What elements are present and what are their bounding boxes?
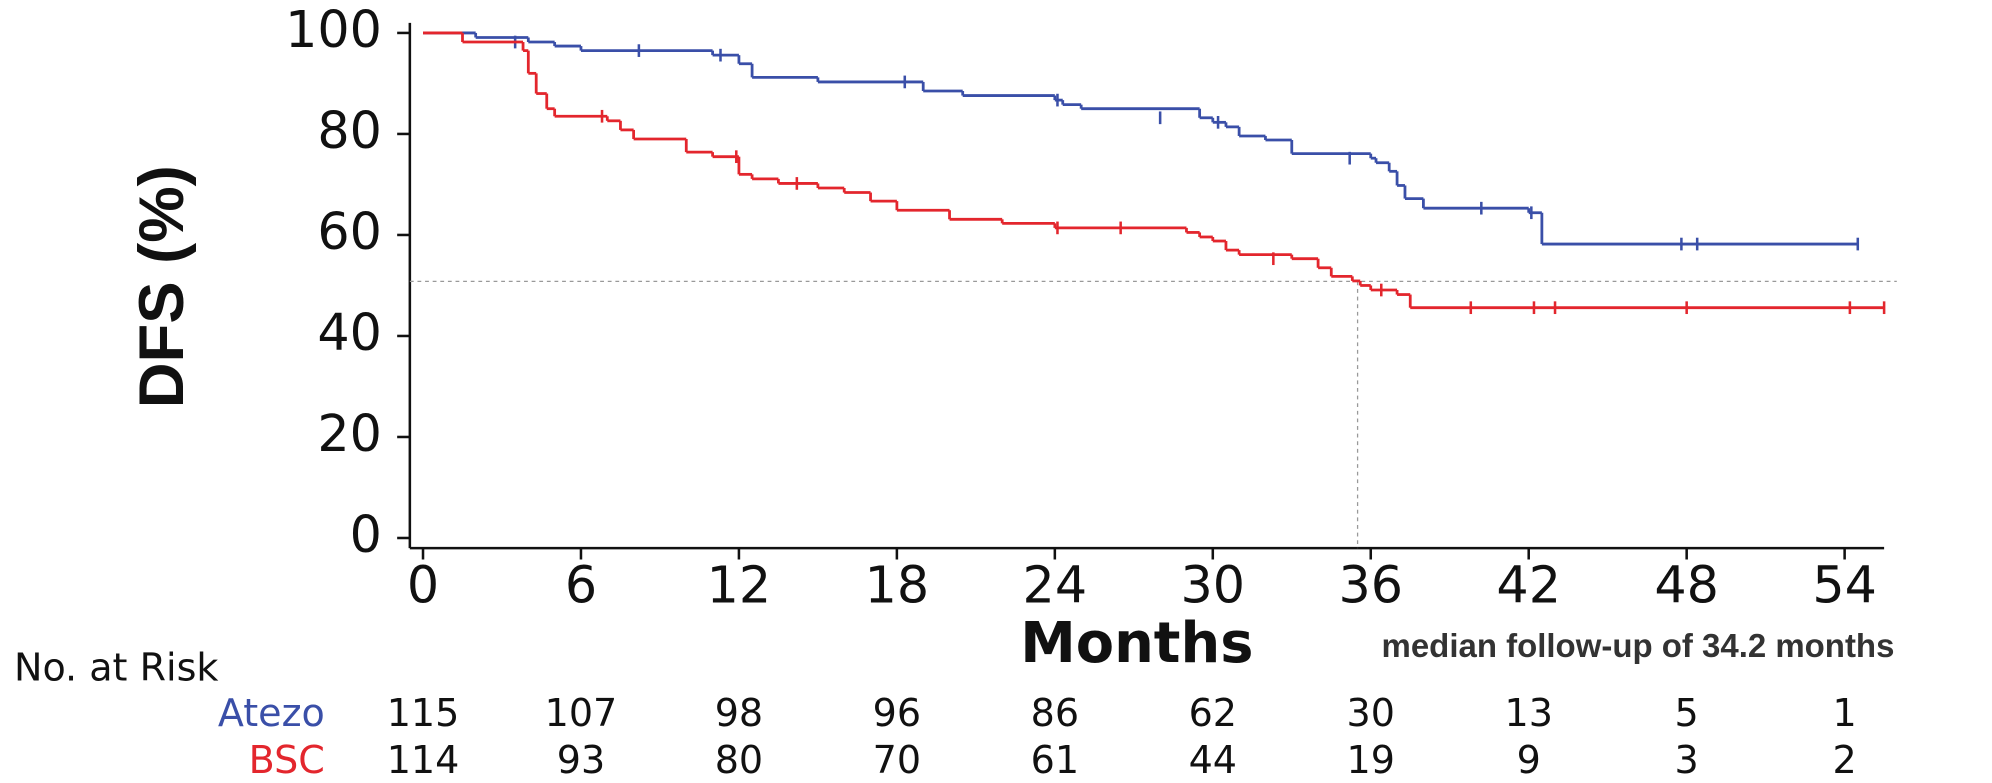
risk-row-name: Atezo <box>218 691 325 735</box>
y-tick-label: 20 <box>317 404 382 463</box>
risk-count: 13 <box>1504 691 1552 735</box>
x-tick-label: 54 <box>1812 556 1877 615</box>
risk-count: 114 <box>387 738 460 779</box>
y-tick-label: 40 <box>317 303 382 362</box>
risk-count: 93 <box>557 738 605 779</box>
risk-count: 30 <box>1347 691 1395 735</box>
risk-count: 3 <box>1675 738 1699 779</box>
x-tick-label: 42 <box>1496 556 1561 615</box>
risk-count: 86 <box>1031 691 1079 735</box>
risk-count: 115 <box>387 691 460 735</box>
y-axis-label: DFS (%) <box>127 165 197 408</box>
risk-count: 62 <box>1189 691 1237 735</box>
x-tick-label: 48 <box>1654 556 1719 615</box>
risk-count: 80 <box>715 738 763 779</box>
risk-count: 2 <box>1833 738 1857 779</box>
x-tick-label: 6 <box>565 556 597 615</box>
x-tick-label: 30 <box>1181 556 1246 615</box>
x-tick-label: 12 <box>707 556 772 615</box>
x-tick-label: 36 <box>1338 556 1403 615</box>
risk-count: 1 <box>1833 691 1857 735</box>
x-tick-label: 18 <box>865 556 930 615</box>
risk-count: 96 <box>873 691 921 735</box>
x-axis-label: Months <box>1020 611 1253 676</box>
y-tick-label: 100 <box>285 0 382 59</box>
risk-count: 19 <box>1347 738 1395 779</box>
risk-row-name: BSC <box>249 738 325 779</box>
risk-count: 9 <box>1517 738 1541 779</box>
y-tick-label: 60 <box>317 202 382 261</box>
risk-count: 44 <box>1189 738 1237 779</box>
risk-count: 98 <box>715 691 763 735</box>
risk-count: 70 <box>873 738 921 779</box>
x-tick-label: 0 <box>407 556 439 615</box>
risk-table-title: No. at Risk <box>14 645 218 689</box>
risk-count: 61 <box>1031 738 1079 779</box>
y-tick-label: 0 <box>350 505 382 564</box>
risk-count: 5 <box>1675 691 1699 735</box>
annotation: median follow-up of 34.2 months <box>1382 627 1895 664</box>
y-tick-label: 80 <box>317 101 382 160</box>
x-tick-label: 24 <box>1023 556 1088 615</box>
risk-count: 107 <box>545 691 618 735</box>
